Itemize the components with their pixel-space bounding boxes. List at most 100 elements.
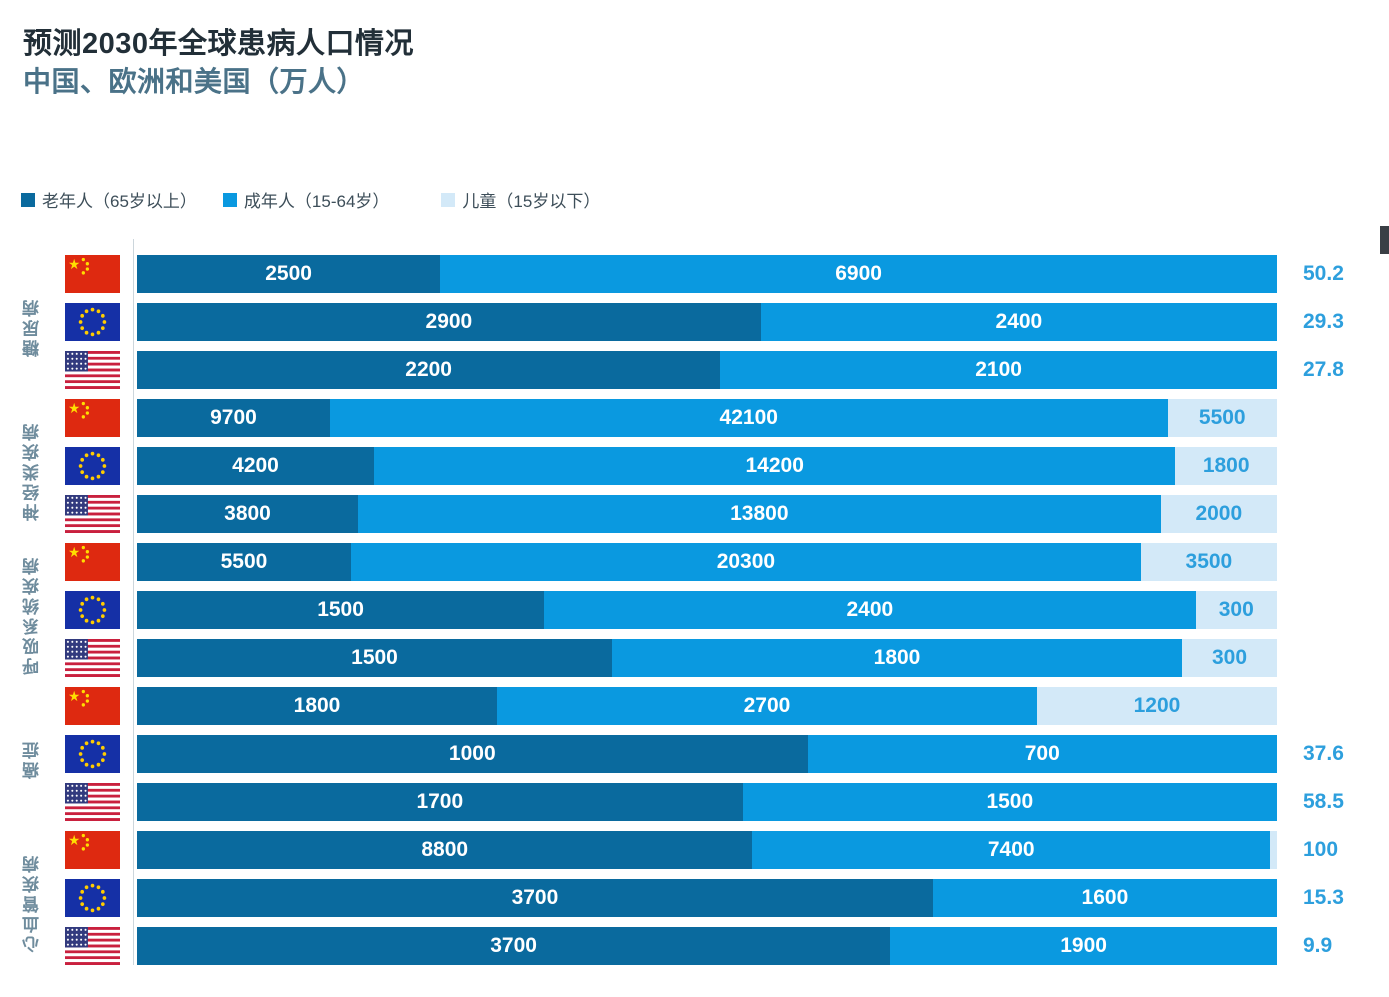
chart-row: 4200 14200 1800 <box>65 447 1389 485</box>
legend-item: 老年人（65岁以上） <box>21 187 197 212</box>
china-flag-icon <box>65 831 120 869</box>
chart-row: 1800 2700 1200 <box>65 687 1389 725</box>
stacked-bar: 5500 20300 3500 <box>137 543 1277 581</box>
adult-segment: 6900 <box>440 255 1277 293</box>
chart-row: 5500 20300 3500 <box>65 543 1389 581</box>
stacked-bar: 1700 1500 <box>137 783 1277 821</box>
chart-row: 2200 2100 27.8 <box>65 351 1389 389</box>
adult-segment-value: 13800 <box>730 502 789 525</box>
disease-label: 癌症 <box>23 739 42 779</box>
children-segment-value: 300 <box>1211 646 1248 669</box>
adult-segment-value: 700 <box>1024 742 1060 765</box>
chart-row: 1700 1500 58.5 <box>65 783 1389 821</box>
children-segment-value: 2000 <box>1195 502 1243 525</box>
adult-segment: 2700 <box>497 687 1037 725</box>
children-segment: 5500 <box>1167 399 1277 437</box>
stacked-bar: 4200 14200 1800 <box>137 447 1277 485</box>
eu-flag-icon <box>65 303 120 341</box>
adult-segment: 42100 <box>329 399 1168 437</box>
disease-label-column: 心血管疾病 <box>0 831 65 975</box>
chart-header: 预测2030年全球患病人口情况 中国、欧洲和美国（万人） <box>23 26 414 100</box>
elderly-segment: 3800 <box>137 495 359 533</box>
chart-title: 预测2030年全球患病人口情况 <box>23 28 415 60</box>
legend-swatch-icon <box>21 192 35 207</box>
children-value-outside: 29.3 <box>1303 310 1344 333</box>
disease-group-rows: 5500 20300 3500 1500 2400 300 1500 1800 300 <box>65 543 1389 687</box>
stacked-bar: 1500 1800 300 <box>137 639 1277 677</box>
legend: 老年人（65岁以上） 成年人（15-64岁） 儿童（15岁以下） <box>21 187 626 212</box>
stacked-bar: 3700 1900 <box>137 927 1277 965</box>
children-value-outside: 50.2 <box>1303 262 1344 285</box>
stacked-bar: 2200 2100 <box>137 351 1277 389</box>
stacked-bar: 1000 700 <box>137 735 1277 773</box>
disease-label: 神经类疾病 <box>23 421 42 521</box>
elderly-segment: 2200 <box>137 351 721 389</box>
eu-flag-icon <box>65 735 120 773</box>
stacked-bar: 3700 1600 <box>137 879 1277 917</box>
chart-row: 3700 1900 9.9 <box>65 927 1389 965</box>
children-value-outside: 27.8 <box>1303 358 1344 381</box>
children-segment: 3500 <box>1140 543 1277 581</box>
legend-item: 儿童（15岁以下） <box>441 187 600 212</box>
adult-segment-value: 1900 <box>1060 934 1107 957</box>
disease-group: 呼吸系统疾病 5500 20300 3500 1500 2400 300 1500 180… <box>0 543 1389 687</box>
elderly-segment-value: 4200 <box>232 454 279 477</box>
legend-label: 儿童（15岁以下） <box>462 192 601 211</box>
disease-group-rows: 8800 7400 100 3700 1600 15.3 3700 1900 9.9 <box>65 831 1389 975</box>
disease-label: 心血管疾病 <box>23 853 42 953</box>
scrollbar-thumb[interactable] <box>1380 226 1389 254</box>
elderly-segment-value: 2900 <box>425 310 473 333</box>
disease-group-rows: 2500 6900 50.2 2900 2400 29.3 2200 2100 27.8 <box>65 255 1389 399</box>
adult-segment-value: 6900 <box>835 262 882 285</box>
children-segment-value: 5500 <box>1198 406 1246 429</box>
adult-segment: 20300 <box>350 543 1141 581</box>
disease-label: 糖尿病 <box>23 297 42 357</box>
disease-label-column: 癌症 <box>0 687 65 831</box>
china-flag-icon <box>65 255 120 293</box>
stacked-bar: 1800 2700 1200 <box>137 687 1277 725</box>
children-segment <box>1270 831 1277 869</box>
disease-group: 心血管疾病 8800 7400 100 3700 1600 15.3 3700 1900 9… <box>0 831 1389 975</box>
elderly-segment-value: 2500 <box>265 262 312 285</box>
children-segment: 1800 <box>1175 447 1277 485</box>
chart-subtitle: 中国、欧洲和美国（万人） <box>23 66 366 97</box>
children-segment: 300 <box>1182 639 1277 677</box>
usa-flag-icon <box>65 927 120 965</box>
disease-label-column: 神经类疾病 <box>0 399 65 543</box>
chart-groups: 糖尿病 2500 6900 50.2 2900 2400 29.3 2200 2100 27… <box>0 255 1389 975</box>
eu-flag-icon <box>65 591 120 629</box>
legend-label: 成年人（15-64岁） <box>243 192 390 211</box>
elderly-segment-value: 1700 <box>416 790 464 813</box>
adult-segment: 2400 <box>760 303 1277 341</box>
adult-segment: 1800 <box>612 639 1182 677</box>
elderly-segment: 2900 <box>137 303 761 341</box>
elderly-segment: 1800 <box>137 687 497 725</box>
adult-segment-value: 14200 <box>745 454 804 477</box>
children-value-outside: 9.9 <box>1303 934 1333 957</box>
chart-row: 8800 7400 100 <box>65 831 1389 869</box>
china-flag-icon <box>65 543 120 581</box>
elderly-segment: 1700 <box>137 783 743 821</box>
disease-group: 神经类疾病 9700 42100 5500 4200 14200 1800 3800 13… <box>0 399 1389 543</box>
chart-row: 1500 1800 300 <box>65 639 1389 677</box>
children-value-outside: 37.6 <box>1303 742 1344 765</box>
adult-segment: 1600 <box>932 879 1277 917</box>
elderly-segment-value: 3800 <box>224 502 271 525</box>
adult-segment-value: 2700 <box>743 694 791 717</box>
children-value-outside: 15.3 <box>1303 886 1344 909</box>
adult-segment-value: 1800 <box>873 646 921 669</box>
adult-segment-value: 20300 <box>716 550 776 573</box>
disease-group: 癌症 1800 2700 1200 1000 700 37.6 1700 1500 58.5 <box>0 687 1389 831</box>
children-segment: 2000 <box>1160 495 1277 533</box>
elderly-segment: 4200 <box>137 447 375 485</box>
adult-segment: 1500 <box>742 783 1277 821</box>
usa-flag-icon <box>65 351 120 389</box>
elderly-segment-value: 1500 <box>351 646 398 669</box>
eu-flag-icon <box>65 879 120 917</box>
stacked-bar-chart: 糖尿病 2500 6900 50.2 2900 2400 29.3 2200 2100 27… <box>0 239 1389 975</box>
chart-row: 2500 6900 50.2 <box>65 255 1389 293</box>
adult-segment: 2400 <box>544 591 1196 629</box>
china-flag-icon <box>65 399 120 437</box>
disease-group: 糖尿病 2500 6900 50.2 2900 2400 29.3 2200 2100 27… <box>0 255 1389 399</box>
elderly-segment: 3700 <box>137 879 933 917</box>
